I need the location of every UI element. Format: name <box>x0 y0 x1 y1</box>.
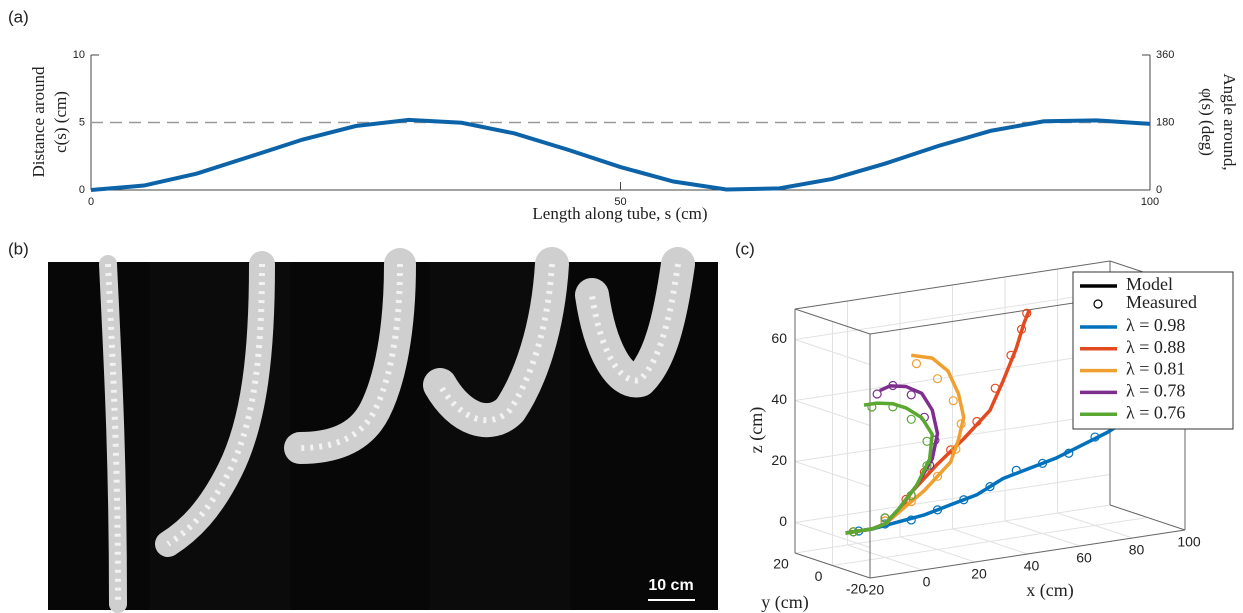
measured-point <box>888 402 898 412</box>
y2-axis-label: φ(s) (deg) <box>1198 88 1217 156</box>
photo <box>48 247 718 613</box>
measured-point <box>932 505 943 515</box>
legend-label: λ = 0.76 <box>1126 402 1185 422</box>
y-axis-label: Distance around <box>29 66 48 177</box>
measured-point <box>1006 350 1016 360</box>
measured-point <box>880 513 890 523</box>
grid-line <box>794 291 1111 340</box>
y-tick-label: 0 <box>79 184 85 196</box>
model-line <box>845 384 940 535</box>
model-line <box>845 418 1128 535</box>
legend-label: λ = 0.78 <box>1126 381 1185 401</box>
x-tick-label: 100 <box>1177 534 1201 550</box>
measured-point <box>922 461 932 471</box>
measured-point <box>848 527 859 537</box>
measured-point <box>1037 458 1048 468</box>
box-edge <box>1109 504 1186 531</box>
measured-point <box>906 497 916 507</box>
measured-point <box>1064 448 1074 458</box>
grid-line <box>832 517 1148 566</box>
box-edge <box>794 308 871 335</box>
scale-bar-label: 10 cm <box>648 577 693 594</box>
z-tick-label: 20 <box>771 452 787 468</box>
z-tick-label: 40 <box>771 391 787 407</box>
model-line <box>845 401 934 535</box>
x-tick-label: -20 <box>864 582 884 598</box>
measured-point <box>932 471 943 481</box>
grid-line <box>794 339 871 365</box>
measured-point <box>867 402 877 412</box>
grid-line <box>794 400 871 426</box>
grid-line <box>794 504 1111 554</box>
measured-point <box>932 374 943 384</box>
measured-point <box>906 390 916 400</box>
panel-label: (a) <box>8 7 29 26</box>
panel-label: (c) <box>735 239 755 258</box>
legend-label: λ = 0.88 <box>1126 337 1185 357</box>
measured-point <box>985 482 995 492</box>
x-axis-label: x (cm) <box>1026 580 1073 601</box>
measured-point <box>922 436 932 446</box>
measured-point <box>956 419 966 429</box>
x-tick-label: 0 <box>923 574 931 590</box>
x-tick-label: 40 <box>1024 558 1040 574</box>
measured-point <box>872 389 882 399</box>
measured-point <box>1022 308 1032 318</box>
measured-point <box>1016 324 1027 334</box>
z-tick-label: 0 <box>779 513 787 529</box>
y2-tick-label: 360 <box>1156 49 1174 61</box>
box-edge <box>794 552 871 579</box>
legend-label: Measured <box>1126 292 1197 312</box>
measured-point <box>990 383 1000 393</box>
box-edge <box>869 529 1186 579</box>
measured-point <box>1011 465 1021 475</box>
x-tick-label: 100 <box>1141 196 1159 208</box>
y-tick-label: 5 <box>79 116 85 128</box>
z-axis-label: z (cm) <box>746 407 767 453</box>
y2-axis-label: Angle around, <box>1220 73 1239 170</box>
y-tick-label: 20 <box>773 556 789 572</box>
x-tick-label: 60 <box>1076 550 1092 566</box>
measured-point <box>948 396 958 406</box>
box-edge <box>794 260 1111 310</box>
measured-point <box>1090 432 1100 442</box>
measured-point <box>972 416 982 427</box>
y2-tick-label: 180 <box>1156 116 1174 128</box>
measured-point <box>911 359 922 369</box>
legend-label: Model <box>1126 274 1173 294</box>
y2-tick-label: 0 <box>1156 184 1162 196</box>
measured-point <box>951 444 961 454</box>
x-tick-label: 50 <box>614 196 626 208</box>
legend-label: λ = 0.98 <box>1126 315 1185 335</box>
measured-point <box>906 414 916 424</box>
model-line <box>845 309 1032 535</box>
grid-line <box>794 413 1111 462</box>
grid-line <box>794 461 871 487</box>
grid-line <box>794 474 1111 523</box>
z-tick-label: 60 <box>771 330 787 346</box>
y-axis-label: c(s) (cm) <box>51 91 70 153</box>
y-tick-label: 0 <box>815 568 823 584</box>
data-line <box>90 117 1151 192</box>
x-tick-label: 20 <box>971 566 987 582</box>
measured-point <box>906 515 916 525</box>
x-tick-label: 0 <box>88 196 94 208</box>
legend-label: λ = 0.81 <box>1126 359 1185 379</box>
panel-label: (b) <box>8 239 29 258</box>
y-tick-label: -20 <box>846 581 866 597</box>
y-tick-label: 10 <box>73 49 85 61</box>
measured-point <box>888 380 898 391</box>
grid-line <box>794 352 1111 401</box>
x-tick-label: 80 <box>1129 542 1145 558</box>
y-axis-label: y (cm) <box>761 592 808 613</box>
measured-point <box>959 495 969 505</box>
grid-line <box>794 522 871 548</box>
x-axis-label: Length along tube, s (cm) <box>532 204 707 223</box>
legend-swatch <box>1093 299 1103 309</box>
measured-point <box>906 490 916 501</box>
